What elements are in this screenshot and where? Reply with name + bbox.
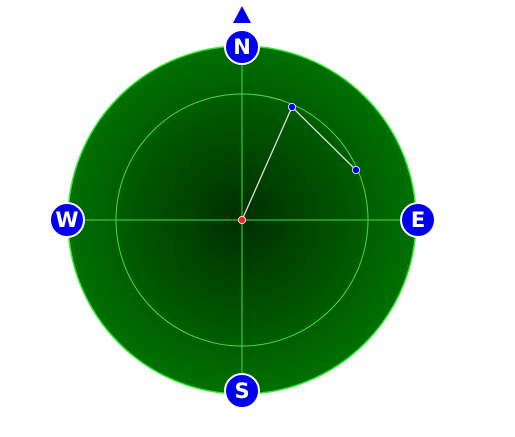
cardinal-label-west: W: [55, 208, 78, 232]
cardinal-badge: [400, 202, 436, 238]
blue-dot-icon[interactable]: [287, 103, 296, 112]
cardinal-badge: [49, 202, 85, 238]
cardinal-west[interactable]: W: [49, 202, 85, 238]
cardinal-badge: [224, 373, 260, 409]
track-segment: [241, 106, 293, 221]
cardinal-east[interactable]: E: [400, 202, 436, 238]
track-path: [241, 106, 357, 221]
cardinal-label-east: E: [411, 208, 425, 232]
triangle-up-icon: [233, 6, 251, 23]
cardinal-north[interactable]: N: [224, 29, 260, 65]
cardinal-badge: [224, 29, 260, 65]
cardinal-label-south: S: [234, 379, 249, 403]
red-dot-icon: [237, 215, 246, 224]
cardinal-label-north: N: [233, 35, 251, 59]
track-segment: [291, 106, 357, 171]
cardinal-south[interactable]: S: [224, 373, 260, 409]
blue-dot-icon[interactable]: [351, 165, 360, 174]
